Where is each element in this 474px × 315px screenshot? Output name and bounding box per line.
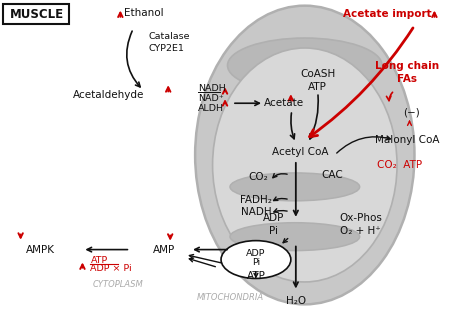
Text: MITOCHONDRIA: MITOCHONDRIA: [196, 293, 264, 302]
Ellipse shape: [230, 173, 360, 201]
Text: FADH₂: FADH₂: [240, 195, 272, 205]
Text: ATP: ATP: [246, 272, 265, 282]
Text: Ethanol: Ethanol: [124, 8, 164, 18]
Text: ATP: ATP: [91, 256, 108, 265]
Text: Acetate: Acetate: [264, 98, 304, 108]
Text: NADH: NADH: [198, 84, 226, 93]
Text: CO₂: CO₂: [248, 172, 268, 182]
Text: Catalase
CYP2E1: Catalase CYP2E1: [148, 32, 190, 53]
Ellipse shape: [195, 6, 414, 304]
Text: CAC: CAC: [322, 170, 344, 180]
Text: (−): (−): [403, 107, 420, 117]
Text: CYTOPLASM: CYTOPLASM: [93, 280, 144, 289]
Text: Acetate import: Acetate import: [343, 9, 432, 19]
Text: NAD⁺: NAD⁺: [198, 94, 224, 103]
Ellipse shape: [228, 38, 382, 93]
Text: NADH: NADH: [241, 207, 271, 217]
Text: Ox-Phos
O₂ + H⁺: Ox-Phos O₂ + H⁺: [340, 213, 383, 236]
Text: ADP × Pi: ADP × Pi: [91, 264, 132, 273]
Text: Long chain
FAs: Long chain FAs: [375, 61, 439, 84]
Text: ADP
Pi: ADP Pi: [263, 213, 284, 236]
Text: H₂O: H₂O: [286, 296, 306, 306]
Text: Acetyl CoA: Acetyl CoA: [272, 147, 328, 157]
Text: ALDH: ALDH: [198, 104, 224, 113]
Ellipse shape: [221, 241, 291, 278]
FancyBboxPatch shape: [3, 4, 70, 24]
Text: CoASH
ATP: CoASH ATP: [300, 69, 336, 92]
Ellipse shape: [212, 48, 397, 282]
Text: MUSCLE: MUSCLE: [9, 8, 64, 21]
Text: Acetaldehyde: Acetaldehyde: [73, 90, 144, 100]
Ellipse shape: [230, 223, 360, 251]
Text: ADP: ADP: [246, 249, 266, 258]
Text: AMP: AMP: [153, 244, 175, 255]
Text: Pi: Pi: [252, 258, 260, 267]
Text: Malonyl CoA: Malonyl CoA: [375, 135, 440, 145]
Text: CO₂  ATP: CO₂ ATP: [377, 160, 422, 170]
Text: AMPK: AMPK: [26, 244, 55, 255]
